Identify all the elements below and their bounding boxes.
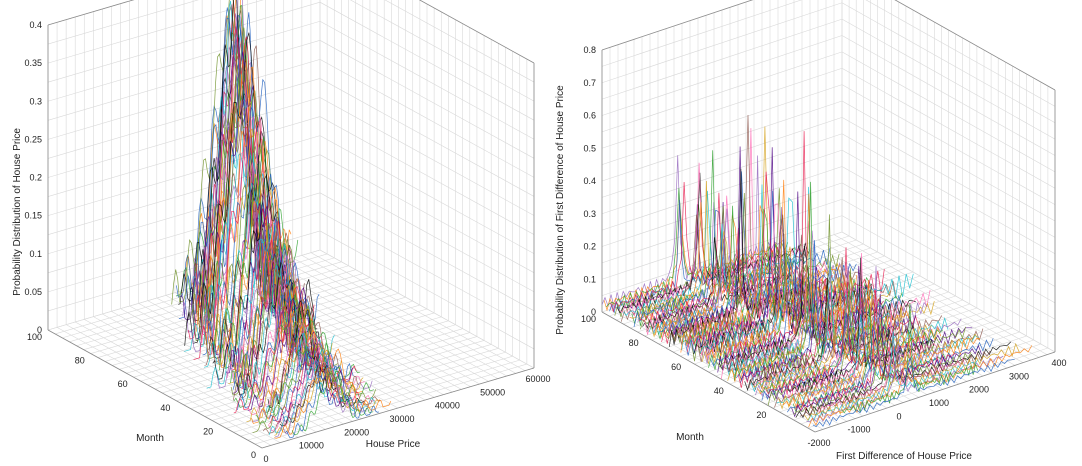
series-line [668, 168, 813, 347]
series-line [636, 180, 776, 318]
x-tick-label: 1000 [929, 398, 949, 408]
series-line [652, 208, 847, 333]
series-line [274, 352, 370, 438]
series-lines-right [601, 114, 1033, 428]
series-line [791, 293, 982, 418]
x-tick-label: 0 [263, 454, 268, 464]
y-tick-label: 0 [251, 450, 256, 460]
x-tick-label: 60000 [525, 374, 550, 384]
z-tick-label: 0.3 [29, 96, 42, 106]
z-tick-label: 0.05 [24, 287, 42, 297]
x-axis-label-left: House Price [366, 439, 421, 450]
x-tick-label: 3000 [1009, 371, 1029, 381]
series-line [184, 32, 314, 346]
first-difference-distribution-plot: -2000-100001000200030004002040608010000.… [555, 0, 1067, 462]
series-line [247, 287, 353, 411]
series-line [237, 262, 354, 411]
z-axis-label-left: Probability Distribution of House Price [12, 128, 23, 296]
series-line [804, 306, 1020, 421]
series-line [792, 304, 947, 413]
series-line [264, 333, 342, 415]
z-tick-label: 0.25 [24, 134, 42, 144]
z-tick-label: 0.5 [583, 143, 596, 153]
y-axis-label-right: Month [676, 432, 704, 443]
series-line [285, 352, 379, 439]
series-line [807, 266, 945, 401]
y-tick-label: 100 [581, 314, 596, 324]
price-distribution-plot: 0 10000 20000 30000 40000 50000 60000 0 20 40 60 80… [12, 0, 551, 464]
y-tick-label: 20 [203, 426, 213, 436]
x-tick-label: 20000 [344, 427, 369, 437]
y-tick-label: 60 [671, 362, 681, 372]
z-tick-label: 0 [591, 307, 596, 317]
z-tick-label: 0 [37, 325, 42, 335]
y-tick-label: 100 [27, 332, 42, 342]
series-line [740, 266, 916, 383]
series-line [787, 257, 935, 395]
x-tick-label: 40000 [435, 401, 460, 411]
series-line [812, 357, 1015, 428]
series-line [280, 364, 365, 427]
z-tick-label: 0.35 [24, 58, 42, 68]
series-line [794, 290, 956, 412]
series-line [760, 214, 898, 382]
series-line [697, 225, 897, 362]
series-line [606, 188, 789, 308]
series-line [718, 246, 916, 372]
series-line [230, 237, 338, 396]
y-tick-label: 40 [160, 403, 170, 413]
series-line [816, 310, 966, 414]
z-tick-label: 0.1 [29, 249, 42, 259]
series-line [699, 197, 914, 358]
z-tick-label: 0.4 [29, 20, 42, 30]
z-tick-label: 0.4 [583, 176, 596, 186]
series-line [225, 203, 302, 374]
series-line [799, 317, 991, 418]
z-tick-label: 0.3 [583, 209, 596, 219]
series-line [793, 325, 972, 415]
series-line [233, 294, 360, 408]
x-tick-label: 50000 [480, 387, 505, 397]
series-line [774, 291, 984, 408]
x-tick-label: 2000 [969, 385, 989, 395]
series-line [759, 291, 944, 395]
y-tick-label: 60 [118, 379, 128, 389]
y-tick-label: 40 [714, 386, 724, 396]
x-axis-label-right: First Difference of House Price [836, 451, 972, 462]
series-line [808, 339, 1033, 428]
tick-labels-right: -2000-100001000200030004002040608010000.… [581, 45, 1067, 448]
y-tick-label: 80 [75, 356, 85, 366]
x-tick-label: -2000 [807, 438, 830, 448]
z-tick-label: 0.15 [24, 211, 42, 221]
series-lines-left [171, 0, 392, 439]
z-tick-label: 0.8 [583, 45, 596, 55]
z-tick-label: 0.2 [29, 173, 42, 183]
series-line [841, 303, 979, 414]
y-tick-label: 80 [629, 338, 639, 348]
z-tick-label: 0.7 [583, 78, 596, 88]
series-line [776, 314, 979, 404]
tick-labels-left: 0 10000 20000 30000 40000 50000 60000 0 20 40 60 80… [24, 20, 550, 464]
series-line [277, 341, 351, 424]
z-axis-label-right: Probability Distribution of First Differ… [555, 85, 566, 335]
x-tick-label: 10000 [299, 441, 324, 451]
x-tick-label: 400 [1051, 358, 1066, 368]
z-tick-label: 0.6 [583, 111, 596, 121]
series-line [724, 131, 884, 365]
y-axis-label-left: Month [136, 433, 164, 444]
series-line [216, 140, 317, 369]
x-tick-label: 30000 [389, 414, 414, 424]
y-tick-label: 20 [756, 410, 766, 420]
series-line [782, 279, 981, 409]
x-tick-label: 0 [896, 411, 901, 421]
z-tick-label: 0.2 [583, 242, 596, 252]
x-tick-label: -1000 [847, 425, 870, 435]
series-line [729, 230, 928, 377]
z-tick-label: 0.1 [583, 274, 596, 284]
series-line [706, 179, 867, 364]
series-line [268, 348, 376, 436]
